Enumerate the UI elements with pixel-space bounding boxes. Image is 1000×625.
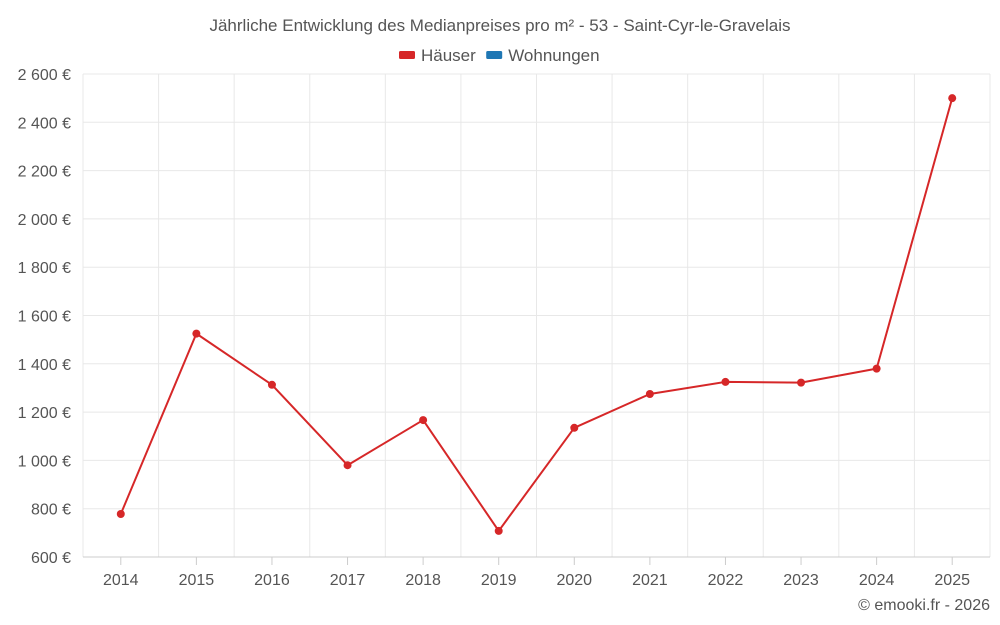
data-point[interactable] [116, 510, 125, 519]
x-tick-label: 2024 [859, 572, 895, 589]
data-point[interactable] [570, 423, 579, 432]
y-tick-label: 2 000 € [18, 212, 71, 229]
x-tick-label: 2016 [254, 572, 290, 589]
y-tick-label: 1 200 € [18, 405, 71, 422]
data-point[interactable] [948, 94, 957, 103]
y-tick-label: 1 000 € [18, 453, 71, 470]
series-group [116, 94, 957, 535]
data-point[interactable] [192, 329, 201, 338]
legend-swatch[interactable] [486, 51, 503, 59]
x-tick-label: 2015 [179, 572, 215, 589]
data-point[interactable] [645, 389, 654, 398]
legend: Häuser Wohnungen [399, 46, 600, 65]
y-tick-label: 1 400 € [18, 357, 71, 374]
data-point[interactable] [419, 416, 428, 425]
series-line [119, 97, 954, 532]
y-axis-ticks: 600 € 800 € 1 000 € 1 200 € 1 400 € 1 600 € 1 … [18, 67, 71, 567]
credit-text: © emooki.fr - 2026 [858, 597, 990, 614]
data-point[interactable] [872, 364, 881, 373]
y-tick-label: 600 € [31, 550, 71, 567]
legend-swatch[interactable] [399, 51, 415, 59]
x-tick-label: 2021 [632, 572, 668, 589]
x-tick-label: 2022 [708, 572, 744, 589]
x-tick-label: 2017 [330, 572, 366, 589]
x-tick-label: 2019 [481, 572, 517, 589]
x-tick-label: 2018 [405, 572, 441, 589]
legend-label[interactable]: Wohnungen [508, 46, 599, 65]
x-tick-label: 2025 [934, 572, 970, 589]
chart-title: Jährliche Entwicklung des Medianpreises … [209, 16, 790, 35]
data-point[interactable] [267, 380, 276, 389]
y-tick-label: 2 400 € [18, 115, 71, 132]
data-point[interactable] [797, 378, 806, 387]
x-tick-label: 2023 [783, 572, 819, 589]
data-point[interactable] [721, 377, 730, 386]
y-tick-label: 2 600 € [18, 67, 71, 84]
y-tick-label: 800 € [31, 502, 71, 519]
data-point[interactable] [343, 461, 352, 470]
y-tick-label: 1 600 € [18, 309, 71, 326]
y-tick-label: 2 200 € [18, 164, 71, 181]
x-axis-ticks: 2014 2015 2016 2017 2018 2019 2020 2021 2022 2023… [103, 557, 970, 589]
y-tick-label: 1 800 € [18, 260, 71, 277]
x-gridlines [82, 74, 991, 557]
legend-label[interactable]: Häuser [421, 46, 476, 65]
x-tick-label: 2020 [556, 572, 592, 589]
data-point[interactable] [494, 526, 503, 535]
x-tick-label: 2014 [103, 572, 139, 589]
